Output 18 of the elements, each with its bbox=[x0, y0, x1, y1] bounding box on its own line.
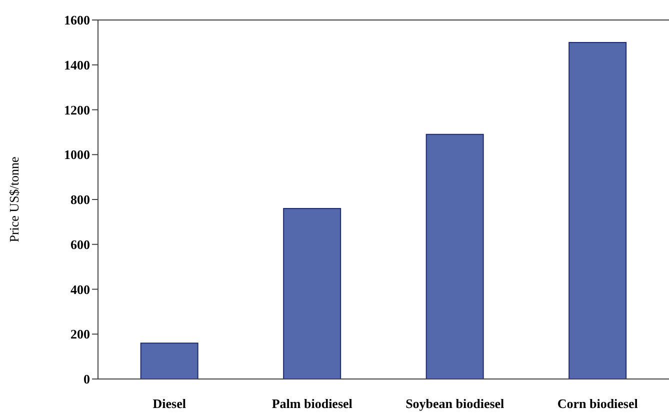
bar bbox=[426, 134, 484, 379]
x-tick-label: Palm biodiesel bbox=[272, 396, 353, 412]
bar bbox=[568, 42, 627, 379]
y-tick-label: 600 bbox=[70, 236, 90, 252]
y-tick-label: 0 bbox=[84, 372, 90, 387]
y-tick-label: 1400 bbox=[64, 57, 90, 72]
y-axis-title: Price US$/tonne bbox=[6, 156, 22, 242]
x-tick-label: Corn biodiesel bbox=[557, 396, 638, 412]
y-tick-label: 1200 bbox=[64, 102, 90, 118]
bar bbox=[283, 208, 342, 379]
y-tick-label: 400 bbox=[70, 282, 90, 297]
x-tick-label: Diesel bbox=[152, 396, 186, 412]
x-tick-label: Soybean biodiesel bbox=[406, 396, 505, 412]
y-tick-label: 1600 bbox=[64, 12, 90, 28]
y-tick-label: 1000 bbox=[64, 147, 90, 162]
bar bbox=[140, 342, 198, 379]
y-tick-label: 800 bbox=[70, 192, 90, 208]
y-tick-label: 200 bbox=[70, 326, 90, 342]
